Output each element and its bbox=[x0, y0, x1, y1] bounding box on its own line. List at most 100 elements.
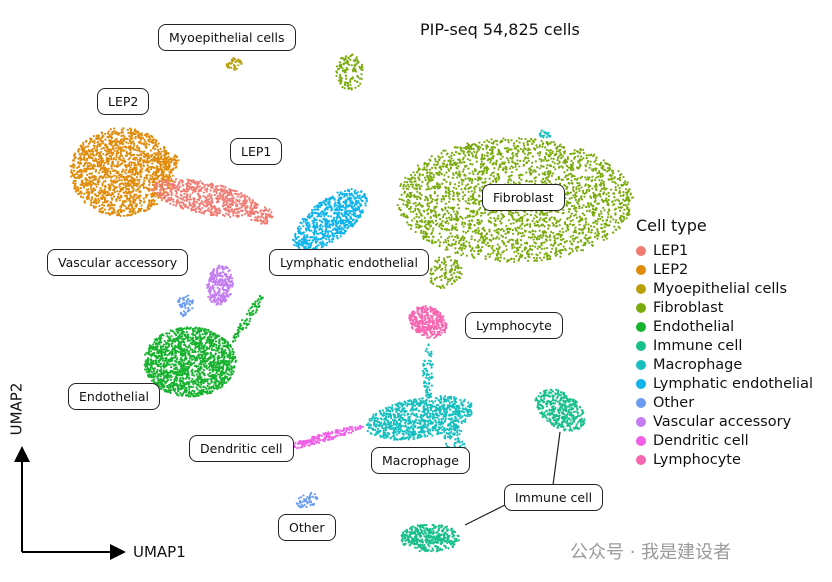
cell-point bbox=[102, 152, 105, 156]
cell-point bbox=[572, 185, 575, 189]
cell-point bbox=[553, 216, 556, 219]
cell-point bbox=[449, 167, 452, 170]
cell-point bbox=[434, 160, 437, 163]
cell-point bbox=[540, 134, 543, 137]
cell-point bbox=[526, 149, 530, 152]
cell-point bbox=[456, 271, 459, 274]
cell-point bbox=[194, 190, 197, 193]
cell-point bbox=[224, 200, 227, 203]
cell-point bbox=[145, 135, 148, 138]
cell-point bbox=[115, 186, 119, 189]
cell-point bbox=[170, 198, 173, 201]
cell-point bbox=[588, 176, 591, 179]
cell-point bbox=[138, 158, 142, 161]
cell-point bbox=[467, 223, 470, 226]
cell-point bbox=[497, 256, 500, 259]
cell-point bbox=[462, 239, 465, 242]
cell-point bbox=[435, 267, 439, 271]
cell-point bbox=[438, 225, 441, 228]
cell-point bbox=[360, 73, 363, 76]
cell-point bbox=[78, 152, 81, 156]
cell-point bbox=[490, 138, 493, 141]
cell-point bbox=[118, 178, 121, 182]
cell-point bbox=[605, 219, 608, 222]
cell-point bbox=[146, 132, 149, 136]
cell-point bbox=[547, 170, 550, 173]
cell-point bbox=[224, 186, 227, 189]
cell-point bbox=[607, 191, 610, 195]
cell-point bbox=[466, 214, 469, 218]
cell-point bbox=[171, 158, 174, 161]
cell-point bbox=[521, 232, 524, 235]
cell-point bbox=[520, 255, 523, 259]
cell-point bbox=[442, 257, 446, 260]
cell-point bbox=[478, 220, 481, 224]
cell-point bbox=[166, 175, 169, 179]
cell-point bbox=[578, 182, 581, 185]
cell-point bbox=[590, 203, 593, 206]
cell-point bbox=[489, 152, 492, 156]
cell-point bbox=[148, 207, 151, 211]
cell-point bbox=[485, 147, 488, 150]
cell-point bbox=[501, 251, 504, 254]
cell-point bbox=[340, 77, 343, 80]
cell-point bbox=[109, 172, 112, 175]
cell-point bbox=[115, 198, 118, 201]
cell-point bbox=[84, 178, 87, 181]
cell-point bbox=[571, 174, 574, 177]
cell-point bbox=[202, 194, 205, 198]
cell-point bbox=[416, 164, 419, 167]
cell-point bbox=[119, 214, 122, 218]
cell-point bbox=[553, 143, 557, 147]
cell-point bbox=[522, 142, 525, 145]
cell-point bbox=[571, 164, 574, 167]
cell-point bbox=[441, 284, 444, 287]
cell-point bbox=[455, 171, 458, 174]
cell-point bbox=[125, 150, 128, 153]
cell-point bbox=[338, 61, 341, 64]
cell-point bbox=[97, 157, 101, 161]
cell-point bbox=[539, 151, 542, 155]
cell-point bbox=[535, 144, 538, 147]
cell-point bbox=[556, 210, 560, 214]
cell-point bbox=[456, 194, 459, 198]
cell-point bbox=[472, 147, 475, 151]
cell-point bbox=[193, 209, 196, 212]
cell-point bbox=[616, 198, 619, 201]
cell-point bbox=[171, 168, 175, 171]
cell-point bbox=[510, 214, 514, 218]
cell-point bbox=[580, 195, 583, 198]
cell-point bbox=[98, 165, 101, 168]
cell-point bbox=[137, 195, 140, 198]
cell-point bbox=[412, 171, 415, 174]
cell-point bbox=[89, 203, 93, 207]
cell-point bbox=[411, 185, 414, 189]
cell-point bbox=[600, 212, 603, 215]
cell-point bbox=[454, 228, 457, 231]
cell-point bbox=[454, 240, 458, 243]
cell-point bbox=[626, 181, 629, 184]
cell-point bbox=[79, 156, 82, 160]
cell-point bbox=[456, 203, 459, 206]
cell-point bbox=[150, 203, 153, 206]
cell-point bbox=[542, 234, 545, 238]
cell-point bbox=[464, 200, 467, 203]
cell-point bbox=[86, 164, 89, 167]
cell-point bbox=[497, 227, 500, 231]
cell-point bbox=[409, 173, 413, 177]
cell-point bbox=[417, 203, 420, 206]
cell-point bbox=[480, 162, 483, 165]
cell-point bbox=[584, 218, 587, 221]
cell-point bbox=[99, 207, 103, 210]
cell-point bbox=[587, 186, 590, 189]
cell-point bbox=[229, 215, 232, 218]
cell-point bbox=[531, 244, 534, 247]
cell-point bbox=[402, 213, 405, 216]
cell-point bbox=[126, 152, 129, 155]
cell-point bbox=[212, 213, 215, 216]
cell-point bbox=[343, 87, 346, 90]
cell-point bbox=[577, 184, 580, 187]
cell-point bbox=[175, 162, 178, 165]
cell-point bbox=[113, 204, 116, 207]
cell-point bbox=[603, 226, 606, 229]
